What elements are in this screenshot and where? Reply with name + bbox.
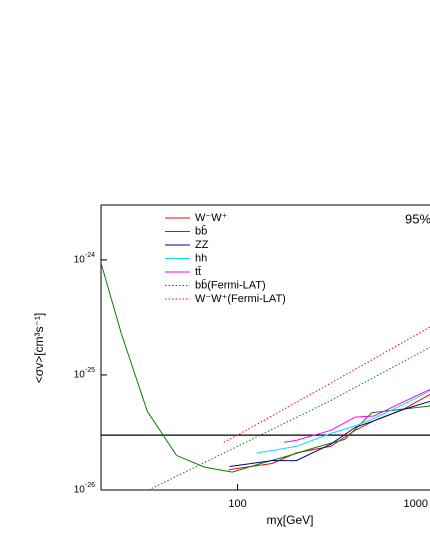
x-tick-label: 1000 xyxy=(404,498,428,510)
series-line xyxy=(101,262,430,473)
y-tick-label: 10-26 xyxy=(74,482,95,496)
annotation: 95% xyxy=(405,211,430,226)
legend-label: bb̄ xyxy=(195,225,207,238)
legend-label: tt̄ xyxy=(195,266,201,278)
legend-label: W⁻W⁺(Fermi-LAT) xyxy=(195,293,286,305)
x-axis-label: mχ[GeV] xyxy=(267,513,314,527)
series-line xyxy=(223,326,430,443)
x-tick-label: 100 xyxy=(228,498,246,510)
series-line xyxy=(284,388,430,443)
series-line xyxy=(148,346,430,490)
y-tick-label: 10-24 xyxy=(74,252,95,266)
series-line xyxy=(229,400,430,467)
y-tick-label: 10-25 xyxy=(74,367,95,381)
series-line xyxy=(256,390,430,454)
legend-label: hh xyxy=(195,252,207,264)
legend-label: ZZ xyxy=(195,239,209,251)
legend-label: bb̄(Fermi-LAT) xyxy=(195,279,266,292)
y-axis-label: <σv>[cm³s⁻¹] xyxy=(32,313,46,383)
legend-label: W⁻W⁺ xyxy=(195,212,228,224)
